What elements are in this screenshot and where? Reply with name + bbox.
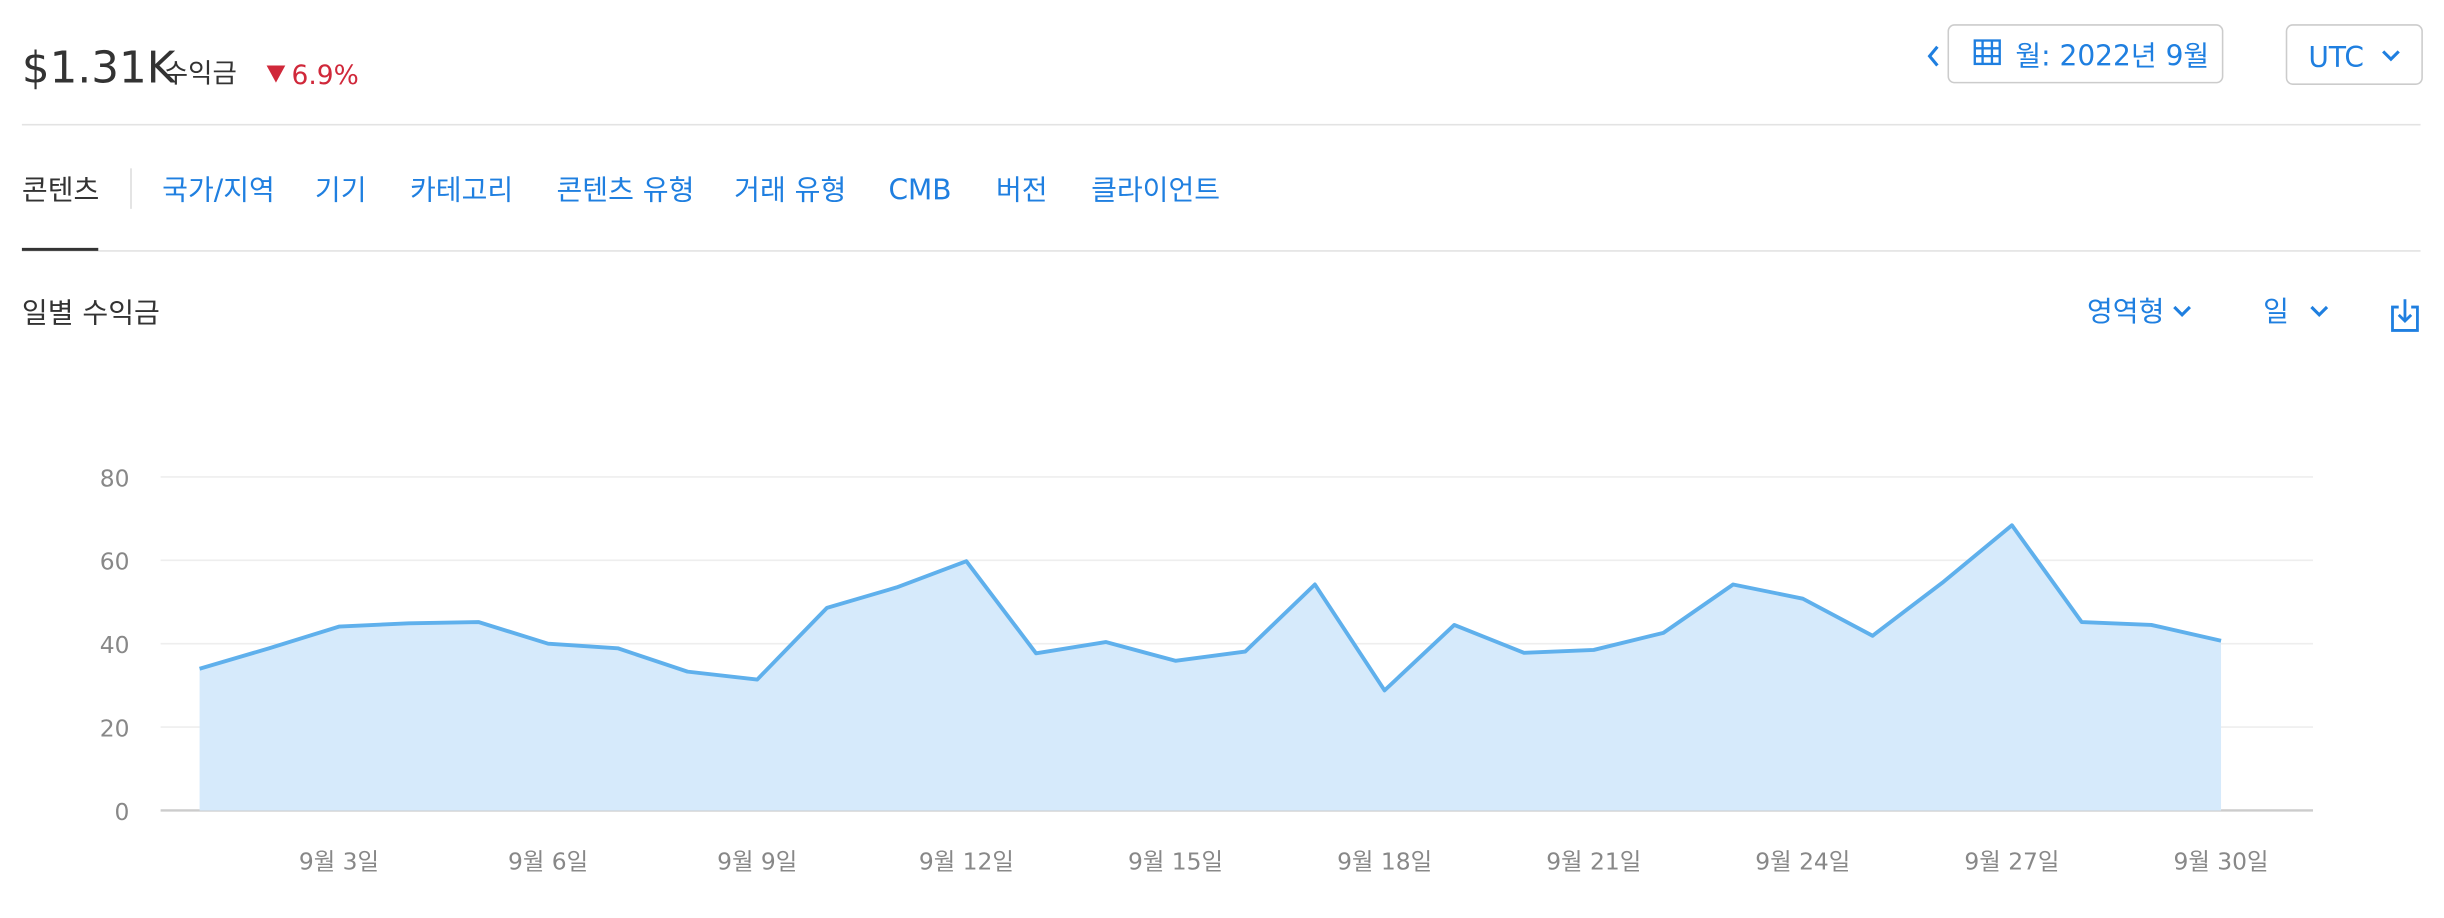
tab[interactable]: 국가/지역	[162, 173, 275, 206]
down-icon	[266, 65, 286, 83]
download-button[interactable]	[2391, 299, 2419, 332]
x-tick-label: 9월 6일	[508, 848, 588, 876]
date-button[interactable]	[1947, 24, 2224, 84]
tab[interactable]: 콘텐츠 유형	[556, 173, 694, 206]
y-tick-label: 40	[100, 631, 130, 659]
date-label: 월: 2022년 9월	[2015, 39, 2209, 72]
x-tick-label: 9월 12일	[919, 848, 1014, 876]
x-tick-label: 9월 21일	[1546, 848, 1641, 876]
chevron	[2310, 305, 2329, 318]
x-tick-label: 9월 3일	[299, 848, 379, 876]
tab[interactable]: CMB	[888, 173, 951, 206]
tab[interactable]: 거래 유형	[734, 173, 846, 206]
tab[interactable]: 카테고리	[410, 173, 513, 206]
chart-type-menu[interactable]: 영역형	[2087, 295, 2164, 328]
tabs: 콘텐츠 국가/지역 기기 카테고리 콘텐츠 유형 거래 유형 CMB 버전 클라이언트	[22, 173, 1220, 206]
x-tick-label: 9월 15일	[1128, 848, 1223, 876]
period-menu[interactable]: 일	[2263, 295, 2289, 328]
area	[199, 525, 2222, 811]
calendar-icon	[1973, 39, 2001, 66]
amount: $1.31K	[22, 43, 177, 94]
x-tick-label: 9월 18일	[1337, 848, 1432, 876]
chevron	[2173, 305, 2191, 318]
section-title: 일별 수익금	[22, 297, 160, 330]
y-tick-label: 60	[100, 548, 130, 576]
amount-label: 수익금	[164, 59, 237, 90]
tab[interactable]: 버전	[996, 173, 1048, 206]
y-tick-label: 0	[115, 798, 130, 826]
tab[interactable]: 클라이언트	[1091, 173, 1220, 206]
timezone-label: UTC	[2308, 41, 2364, 74]
y-tick-label: 20	[100, 714, 130, 742]
timezone-button[interactable]	[2285, 24, 2423, 85]
prev-button[interactable]	[1927, 45, 1939, 67]
x-tick-label: 9월 9일	[717, 848, 797, 876]
change: 6.9%	[292, 60, 359, 91]
y-tick-label: 80	[100, 464, 130, 492]
line	[199, 523, 2222, 693]
x-tick-label: 9월 24일	[1755, 848, 1850, 876]
chart: 0 20 40 60 80 9월 3일 9월 6일 9월 9일 9월 12일 9월 15일 9월 1…	[100, 464, 2314, 876]
chevron	[2382, 50, 2400, 62]
tab[interactable]: 콘텐츠	[22, 173, 99, 206]
tab[interactable]: 기기	[315, 173, 367, 206]
x-tick-label: 9월 30일	[2174, 848, 2269, 876]
x-tick-label: 9월 27일	[1964, 848, 2059, 876]
